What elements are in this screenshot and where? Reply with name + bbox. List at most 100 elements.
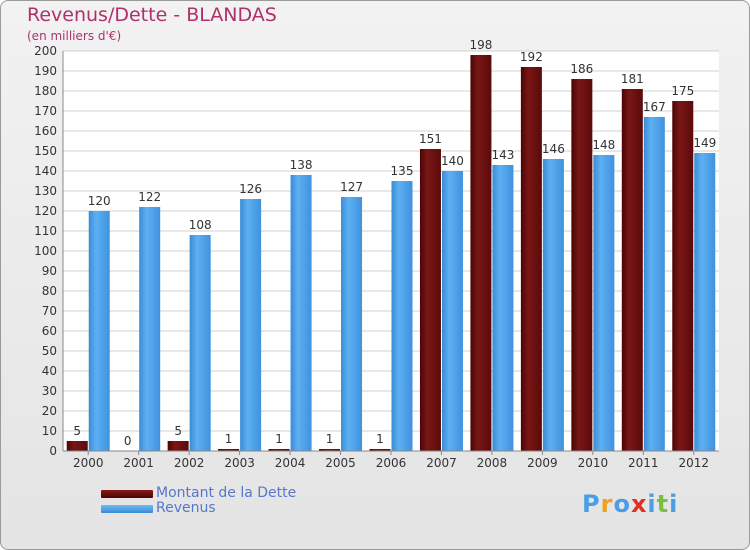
logo-letter: P [582, 490, 601, 518]
y-tick-label: 20 [42, 404, 57, 418]
y-tick-label: 80 [42, 284, 57, 298]
data-label-dette: 181 [621, 72, 644, 86]
bar-revenus [542, 159, 564, 451]
bar-dette [369, 449, 391, 451]
data-label-revenus: 149 [693, 136, 716, 150]
data-label-dette: 5 [174, 424, 182, 438]
x-tick-label: 2007 [426, 456, 457, 470]
y-tick-label: 40 [42, 364, 57, 378]
y-tick-label: 60 [42, 324, 57, 338]
bar-revenus [643, 117, 665, 451]
y-tick-label: 150 [34, 144, 57, 158]
bar-revenus [290, 175, 312, 451]
data-label-revenus: 146 [542, 142, 565, 156]
bar-revenus [441, 171, 463, 451]
data-label-dette: 186 [570, 62, 593, 76]
bar-revenus [88, 211, 110, 451]
bar-dette [218, 449, 240, 451]
bar-revenus [240, 199, 262, 451]
data-label-revenus: 167 [643, 100, 666, 114]
bar-dette [167, 441, 189, 451]
x-tick-label: 2004 [275, 456, 306, 470]
y-tick-label: 190 [34, 64, 57, 78]
x-tick-label: 2003 [224, 456, 255, 470]
y-tick-label: 110 [34, 224, 57, 238]
y-tick-label: 200 [34, 44, 57, 58]
proxiti-logo: Proxiti [582, 490, 678, 518]
data-label-revenus: 120 [88, 194, 111, 208]
y-tick-label: 100 [34, 244, 57, 258]
y-tick-label: 0 [49, 444, 57, 458]
logo-letter: i [647, 490, 657, 518]
data-label-dette: 1 [275, 432, 283, 446]
legend-swatch-revenus [101, 505, 153, 513]
data-label-dette: 198 [469, 38, 492, 52]
y-tick-label: 90 [42, 264, 57, 278]
data-label-revenus: 148 [592, 138, 615, 152]
x-tick-label: 2001 [123, 456, 154, 470]
logo-letter: r [600, 490, 614, 518]
bar-revenus [492, 165, 514, 451]
data-label-revenus: 108 [189, 218, 212, 232]
chart-subtitle: (en milliers d'€) [27, 29, 122, 43]
bar-revenus [341, 197, 363, 451]
data-label-revenus: 143 [491, 148, 514, 162]
y-tick-label: 170 [34, 104, 57, 118]
data-label-dette: 192 [520, 50, 543, 64]
y-tick-label: 70 [42, 304, 57, 318]
data-label-dette: 175 [671, 84, 694, 98]
data-label-revenus: 138 [290, 158, 313, 172]
data-label-dette: 1 [376, 432, 384, 446]
bar-dette [621, 89, 643, 451]
y-tick-label: 10 [42, 424, 57, 438]
bar-dette [268, 449, 290, 451]
bar-revenus [189, 235, 211, 451]
data-label-dette: 1 [225, 432, 233, 446]
x-tick-label: 2000 [73, 456, 104, 470]
x-tick-label: 2012 [678, 456, 709, 470]
bar-revenus [391, 181, 413, 451]
y-tick-label: 160 [34, 124, 57, 138]
bar-revenus [694, 153, 716, 451]
logo-letter: o [613, 490, 631, 518]
y-tick-label: 130 [34, 184, 57, 198]
x-tick-label: 2009 [527, 456, 558, 470]
data-label-revenus: 135 [391, 164, 414, 178]
x-tick-label: 2008 [477, 456, 508, 470]
data-label-revenus: 126 [239, 182, 262, 196]
legend-swatch-dette [101, 490, 153, 498]
bar-dette [419, 149, 441, 451]
legend-label-dette: Montant de la Dette [156, 485, 297, 501]
data-label-revenus: 122 [138, 190, 161, 204]
bar-dette [66, 441, 88, 451]
bar-dette [319, 449, 341, 451]
x-tick-label: 2010 [578, 456, 609, 470]
data-label-revenus: 140 [441, 154, 464, 168]
data-label-dette: 1 [326, 432, 334, 446]
chart-title: Revenus/Dette - BLANDAS [27, 4, 277, 26]
x-tick-label: 2011 [628, 456, 659, 470]
data-label-dette: 0 [124, 434, 132, 448]
data-label-dette: 5 [73, 424, 81, 438]
logo-letter: i [669, 490, 679, 518]
x-tick-label: 2005 [325, 456, 356, 470]
bar-dette [672, 101, 694, 451]
y-tick-label: 180 [34, 84, 57, 98]
bar-dette [520, 67, 542, 451]
bar-revenus [593, 155, 615, 451]
logo-letter: t [656, 490, 670, 518]
y-tick-label: 120 [34, 204, 57, 218]
logo-letter: x [630, 490, 648, 518]
x-tick-label: 2002 [174, 456, 205, 470]
y-tick-label: 140 [34, 164, 57, 178]
y-tick-label: 30 [42, 384, 57, 398]
bar-dette [571, 79, 593, 451]
y-tick-label: 50 [42, 344, 57, 358]
legend-label-revenus: Revenus [156, 500, 216, 516]
bar-revenus [139, 207, 161, 451]
data-label-dette: 151 [419, 132, 442, 146]
bar-dette [470, 55, 492, 451]
x-tick-label: 2006 [376, 456, 407, 470]
